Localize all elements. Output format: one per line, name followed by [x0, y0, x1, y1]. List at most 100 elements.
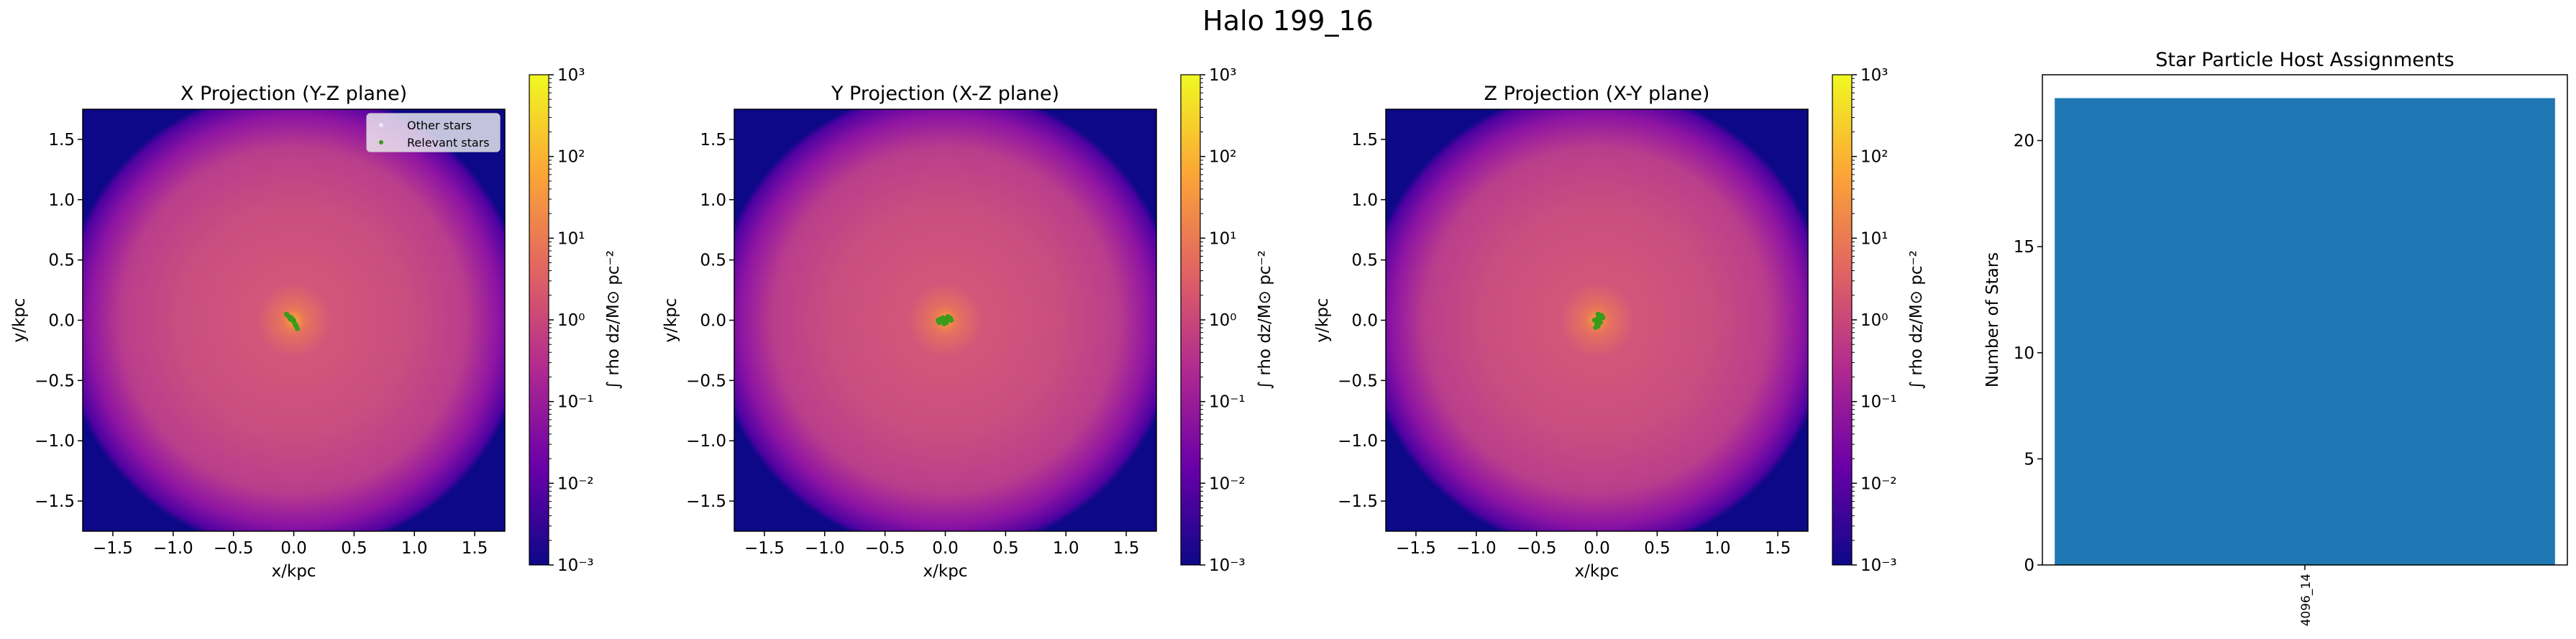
colorbar: 10⁻³ 10⁻² 10⁻¹ 10⁰ 10¹ 10² 10³ ∫ rho dz/M⊙ pc⁻…: [1832, 66, 1926, 575]
y-axis-label: y/kpc: [1313, 298, 1332, 343]
y-axis-label: y/kpc: [10, 298, 29, 343]
x-tick-label: 1.0: [1053, 539, 1079, 558]
star-point: [1595, 323, 1601, 329]
panel-host-assignments: 0 5 10 15 20 4096_14 Star Particle Host Assi…: [1983, 49, 2568, 626]
y-tick-label: 1.5: [48, 131, 75, 150]
panel-title: X Projection (Y-Z plane): [181, 83, 407, 105]
x-tick-label: −1.5: [744, 539, 785, 558]
x-tick-label: −1.5: [93, 539, 133, 558]
x-tick-label: −1.0: [153, 539, 193, 558]
y-tick-label: 1.5: [1351, 131, 1378, 150]
colorbar-label: ∫ rho dz/M⊙ pc⁻²: [1907, 250, 1926, 390]
y-tick-label: −0.5: [1338, 372, 1378, 390]
colorbar-gradient: [1832, 74, 1853, 566]
colorbar-gradient: [1180, 74, 1201, 566]
x-tick-label: 1.0: [1704, 539, 1731, 558]
x-tick-label: −0.5: [214, 539, 254, 558]
y-tick-label: 10: [2014, 344, 2034, 363]
x-axis-label: x/kpc: [1575, 562, 1620, 581]
legend-label-other: Other stars: [407, 119, 472, 132]
colorbar-tick-label: 10⁻²: [557, 474, 594, 493]
y-tick-label: −0.5: [35, 372, 75, 390]
x-tick-label: 4096_14: [2299, 574, 2314, 626]
y-axis-label: Number of Stars: [1983, 252, 2002, 387]
colorbar-label: ∫ rho dz/M⊙ pc⁻²: [1256, 250, 1274, 390]
y-tick-label: 0.5: [700, 252, 726, 270]
y-tick-label: 15: [2014, 238, 2034, 257]
colorbar-tick-label: 10⁻³: [557, 556, 594, 575]
colorbar-tick-label: 10³: [1209, 66, 1237, 85]
colorbar: 10⁻³ 10⁻² 10⁻¹ 10⁰ 10¹ 10² 10³ ∫ rho dz/M⊙ pc⁻…: [1180, 66, 1274, 575]
y-tick-label: 1.0: [700, 191, 726, 210]
colorbar-tick-label: 10¹: [1860, 229, 1888, 248]
y-tick-label: 0.5: [1351, 252, 1378, 270]
y-ticks: −1.5 −1.0 −0.5 0.0 0.5 1.0 1.5: [686, 131, 734, 511]
colorbar-tick-label: 10⁰: [1860, 311, 1888, 330]
y-tick-label: −0.5: [686, 372, 726, 390]
x-axis-label: x/kpc: [272, 562, 316, 581]
colorbar-tick-label: 10⁻¹: [1860, 393, 1897, 412]
colorbar-tick-label: 10⁻¹: [1209, 393, 1246, 412]
colorbar-tick-label: 10²: [1209, 148, 1237, 167]
star-point: [1598, 320, 1604, 326]
x-tick-label: −1.5: [1396, 539, 1436, 558]
colorbar-ticks: 10⁻³ 10⁻² 10⁻¹ 10⁰ 10¹ 10² 10³: [1200, 66, 1246, 575]
y-tick-label: 1.0: [1351, 191, 1378, 210]
colorbar: 10⁻³ 10⁻² 10⁻¹ 10⁰ 10¹ 10² 10³ ∫ rho dz/M⊙ pc⁻…: [529, 66, 623, 575]
star-point: [1600, 315, 1606, 321]
colorbar-gradient: [529, 74, 549, 566]
panel-y-projection: −1.5 −1.0 −0.5 0.0 0.5 1.0 1.5 −1.5 −1.0 −0.5 0.0…: [662, 66, 1274, 581]
colorbar-ticks: 10⁻³ 10⁻² 10⁻¹ 10⁰ 10¹ 10² 10³: [549, 66, 594, 575]
star-point: [285, 313, 291, 318]
y-tick-label: 1.0: [48, 191, 75, 210]
y-ticks: 0 5 10 15 20: [2014, 132, 2042, 575]
y-tick-label: −1.0: [1338, 432, 1378, 451]
y-tick-label: 0: [2024, 556, 2034, 575]
y-tick-label: −1.0: [35, 432, 75, 451]
colorbar-tick-label: 10³: [557, 66, 585, 85]
y-tick-label: −1.5: [1338, 492, 1378, 511]
colorbar-tick-label: 10¹: [557, 229, 585, 248]
colorbar-tick-label: 10¹: [1209, 229, 1237, 248]
y-tick-label: 0.0: [700, 312, 726, 331]
y-tick-label: 20: [2014, 132, 2034, 151]
star-point: [291, 318, 296, 323]
star-points: [1591, 311, 1606, 331]
legend-marker-other: [379, 123, 383, 127]
x-tick-label: 1.5: [1765, 539, 1791, 558]
panel-title: Y Projection (X-Z plane): [831, 83, 1059, 105]
y-tick-label: −1.5: [35, 492, 75, 511]
star-points: [935, 313, 954, 327]
star-point: [949, 318, 954, 323]
x-tick-label: 0.5: [341, 539, 367, 558]
colorbar-tick-label: 10⁰: [557, 311, 585, 330]
colorbar-tick-label: 10²: [1860, 148, 1888, 167]
colorbar-label: ∫ rho dz/M⊙ pc⁻²: [604, 250, 623, 390]
x-tick-label: −1.0: [805, 539, 845, 558]
x-ticks: 4096_14: [2299, 565, 2314, 626]
y-tick-label: 0.5: [48, 252, 75, 270]
x-axis-label: x/kpc: [923, 562, 968, 581]
star-points: [283, 311, 301, 331]
bar: [2055, 98, 2555, 565]
y-tick-label: 5: [2024, 450, 2034, 469]
y-ticks: −1.5 −1.0 −0.5 0.0 0.5 1.0 1.5: [1338, 131, 1386, 511]
x-ticks: −1.5 −1.0 −0.5 0.0 0.5 1.0 1.5: [744, 531, 1139, 558]
colorbar-tick-label: 10⁰: [1209, 311, 1237, 330]
x-tick-label: 0.0: [932, 539, 959, 558]
figure-title: Halo 199_16: [1202, 5, 1374, 37]
colorbar-tick-label: 10³: [1860, 66, 1888, 85]
y-tick-label: −1.5: [686, 492, 726, 511]
panel-z-projection: −1.5 −1.0 −0.5 0.0 0.5 1.0 1.5 −1.5 −1.0 −0.5 0.0…: [1313, 66, 1926, 581]
x-tick-label: 0.5: [1644, 539, 1671, 558]
colorbar-tick-label: 10⁻¹: [557, 393, 594, 412]
x-tick-label: 0.5: [992, 539, 1019, 558]
colorbar-tick-label: 10⁻²: [1209, 474, 1246, 493]
colorbar-tick-label: 10⁻²: [1860, 474, 1897, 493]
y-tick-label: 1.5: [700, 131, 726, 150]
y-tick-label: 0.0: [1351, 312, 1378, 331]
star-point: [293, 322, 298, 328]
star-point: [941, 321, 947, 327]
panel-x-projection: −1.5 −1.0 −0.5 0.0 0.5 1.0 1.5 −1.5 −1.0 −0.5 0.0…: [10, 66, 623, 581]
bars: [2055, 98, 2555, 565]
